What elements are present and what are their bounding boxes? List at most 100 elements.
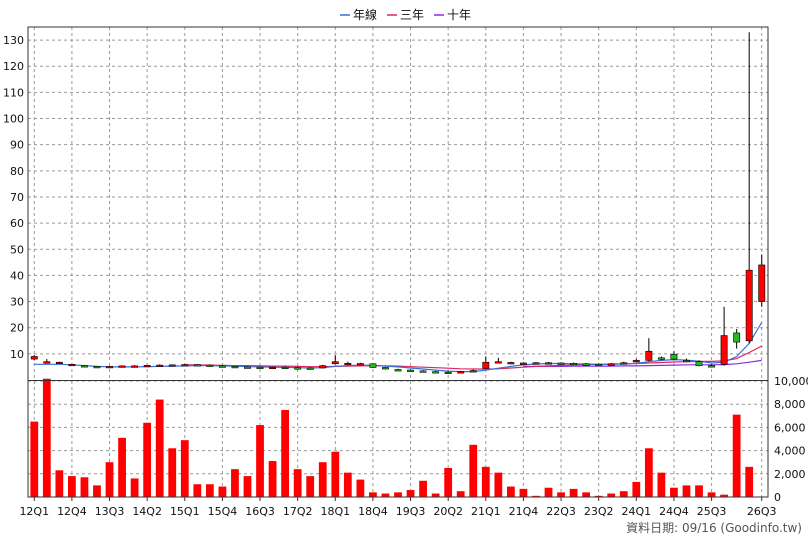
- x-tick-label: 12Q1: [19, 505, 49, 518]
- volume-bar: [594, 495, 603, 497]
- candle-body: [720, 335, 728, 365]
- candle-body: [494, 361, 502, 364]
- candle-body: [131, 365, 139, 368]
- volume-bar: [745, 466, 754, 497]
- candle-body: [695, 361, 703, 366]
- candle-body: [457, 371, 465, 374]
- price-tick-label: 110: [3, 86, 24, 99]
- x-tick-label: 26Q3: [747, 505, 777, 518]
- x-tick-label: 15Q1: [170, 505, 200, 518]
- volume-bar: [707, 492, 716, 497]
- candle-body: [745, 269, 753, 342]
- candle-body: [231, 366, 239, 369]
- legend-label-0: 年線: [353, 7, 377, 22]
- volume-bar: [218, 486, 227, 497]
- volume-bar: [569, 488, 578, 497]
- candle-body: [43, 361, 51, 364]
- volume-bar: [118, 437, 126, 497]
- candle-body: [118, 365, 126, 368]
- candle-body: [670, 354, 678, 360]
- candle-body: [708, 365, 715, 368]
- x-tick-label: 14Q2: [132, 505, 162, 518]
- volume-bar: [356, 479, 365, 497]
- volume-bar: [130, 478, 139, 497]
- price-tick-label: 130: [3, 34, 24, 47]
- legend-label-2: 十年: [447, 8, 471, 22]
- candle-body: [507, 362, 515, 365]
- x-tick-label: 16Q3: [245, 505, 275, 518]
- candle-body: [356, 363, 364, 366]
- x-tick-label: 22Q3: [546, 505, 576, 518]
- x-tick-label: 21Q4: [509, 505, 539, 518]
- legend-label-1: 三年: [400, 8, 424, 22]
- volume-bar: [55, 470, 64, 497]
- price-tick-label: 120: [3, 60, 24, 73]
- volume-bar: [318, 462, 327, 497]
- x-tick-label: 23Q2: [584, 505, 614, 518]
- candle-body: [193, 364, 201, 367]
- candle-body: [432, 371, 440, 374]
- volume-bar: [343, 472, 352, 497]
- price-tick-label: 90: [10, 139, 24, 152]
- volume-bar: [180, 440, 189, 497]
- volume-bar: [42, 378, 51, 497]
- x-tick-label: 18Q4: [358, 505, 388, 518]
- candle-body: [256, 366, 264, 369]
- candle-body: [557, 362, 565, 365]
- candle-body: [394, 369, 402, 372]
- candle-body: [683, 360, 690, 363]
- candle-body: [519, 362, 527, 365]
- volume-bar: [256, 425, 264, 497]
- price-tick-label: 30: [10, 296, 24, 309]
- axes: [27, 26, 769, 501]
- candle-body: [55, 361, 63, 365]
- x-tick-label: 17Q2: [283, 505, 313, 518]
- price-tick-label: 100: [3, 113, 24, 126]
- x-tick-label: 12Q4: [57, 505, 87, 518]
- candle-body: [143, 365, 151, 368]
- volume-bar: [494, 472, 503, 497]
- volume-bar: [331, 451, 340, 497]
- volume-bar: [632, 481, 641, 497]
- volume-bar: [657, 472, 666, 497]
- volume-bar: [456, 491, 465, 497]
- ten-year-line: [523, 359, 762, 367]
- volume-tick-label: 10,000: [774, 375, 808, 388]
- volume-bar: [168, 448, 177, 497]
- candle-body: [570, 362, 578, 366]
- volume-tick-label: 4,000: [774, 445, 806, 458]
- candle-body: [269, 366, 277, 369]
- volume-bar: [306, 476, 315, 497]
- legend: 年線 三年 十年: [340, 7, 471, 22]
- candle-body: [407, 369, 414, 372]
- volume-bar: [293, 469, 302, 497]
- volume-bar: [732, 414, 741, 497]
- volume-bar: [268, 461, 277, 497]
- candle-body: [168, 364, 176, 367]
- volume-bar: [381, 493, 390, 497]
- volume-bar: [155, 399, 164, 497]
- volume-bar: [143, 422, 152, 497]
- candle-body: [444, 371, 452, 374]
- volume-bar: [93, 485, 101, 497]
- volume-bar: [619, 491, 628, 497]
- candle-body: [607, 363, 615, 366]
- volume-bar: [720, 494, 728, 497]
- volume-bar: [682, 485, 691, 497]
- plot-frame: [27, 26, 769, 498]
- candle-body: [595, 364, 603, 367]
- candle-body: [306, 367, 314, 370]
- volume-bar: [80, 477, 89, 497]
- price-tick-label: 70: [10, 191, 24, 204]
- candle-body: [244, 366, 251, 369]
- price-tick-label: 50: [10, 243, 24, 256]
- volume-bar: [644, 448, 653, 497]
- volume-bar: [243, 476, 252, 497]
- candle-body: [645, 350, 653, 361]
- volume-bar: [30, 421, 39, 497]
- volume-tick-label: 2,000: [774, 468, 806, 481]
- price-tick-label: 80: [10, 165, 24, 178]
- volume-bar: [394, 492, 402, 497]
- volume-bar: [607, 493, 616, 497]
